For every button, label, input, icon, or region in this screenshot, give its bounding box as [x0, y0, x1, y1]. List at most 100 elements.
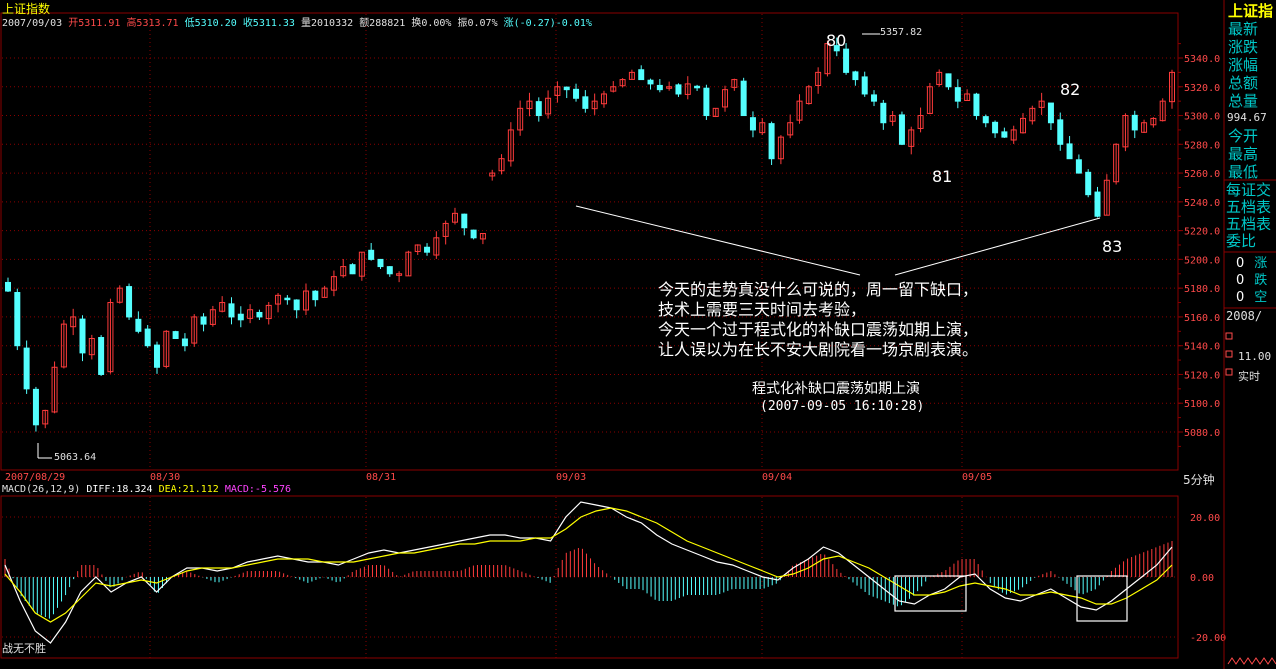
candle-body [414, 244, 421, 252]
time-tick-label: 09/04 [762, 472, 792, 483]
candle-body [1103, 179, 1110, 216]
candle-body [70, 316, 77, 328]
candle-body [228, 303, 235, 318]
header-open: 开5311.91 [68, 18, 121, 29]
candle-body [1150, 117, 1157, 126]
candle-body [386, 266, 393, 275]
candle-body [1038, 100, 1045, 108]
right-panel-label: 今开 [1228, 127, 1259, 145]
dea-line [4, 507, 1173, 623]
price-tick-label: 5340.0 [1184, 54, 1220, 65]
candle-body [247, 309, 254, 319]
macd-diff: DIFF:18.324 [86, 484, 153, 495]
candle-body [917, 115, 924, 129]
candle-body [349, 264, 356, 275]
header-turnover: 换0.00% [411, 18, 452, 29]
candle-body [675, 84, 682, 95]
candle-body [666, 86, 673, 89]
candle-body [479, 232, 486, 240]
candle-body [507, 129, 514, 162]
time-axis: 2007/08/29 08/30 08/31 09/03 09/04 09/05 [5, 472, 992, 483]
candle-body [126, 286, 133, 318]
price-tick-label: 5240.0 [1184, 198, 1220, 209]
candle-body [1075, 159, 1082, 174]
right-panel-label: 总额 [1228, 74, 1259, 92]
candle-body [759, 122, 766, 134]
candle-body [582, 96, 589, 109]
candle-body [787, 122, 794, 136]
candle-body [591, 100, 598, 110]
header-low: 低5310.20 [184, 18, 237, 29]
candle-body [638, 69, 645, 81]
candle-body [256, 311, 263, 318]
candle-body [517, 107, 524, 131]
candle-body [219, 302, 226, 312]
candle-body [805, 86, 812, 105]
right-panel-label: 涨跌 [1228, 38, 1259, 56]
candle-body [610, 86, 617, 92]
candle-body [470, 229, 477, 239]
candle-body [619, 79, 626, 87]
price-tick-label: 5320.0 [1184, 83, 1220, 94]
candles[interactable] [5, 37, 1175, 432]
candle-body [898, 114, 905, 145]
macd-highlight-box-2 [1076, 575, 1128, 622]
candle-body [442, 222, 449, 237]
price-tick-label: 5100.0 [1184, 399, 1220, 410]
right-panel-labels-a: 最新 涨跌 涨幅 总额 总量 [1228, 20, 1276, 110]
price-tick-label: 5160.0 [1184, 313, 1220, 324]
candle-body [88, 338, 95, 356]
candle-body [600, 93, 607, 105]
candle-body [405, 251, 412, 277]
candle-body [237, 313, 244, 321]
candle-body [172, 331, 179, 339]
wave-label-82: 82 [1060, 80, 1081, 99]
candle-body [433, 237, 440, 256]
period-label[interactable]: 5分钟 [1183, 473, 1215, 487]
candle-body [284, 297, 291, 301]
candle-body [815, 71, 822, 86]
candle-body [703, 87, 710, 117]
annotation-line-right [894, 217, 1101, 276]
right-panel-row-value: 0 [1236, 290, 1245, 305]
right-panel-label: 委比 [1226, 232, 1257, 250]
candle-body [1057, 119, 1064, 145]
candle-body [871, 94, 878, 102]
price-tick-label: 5260.0 [1184, 169, 1220, 180]
current-value-marker-2 [1225, 368, 1233, 376]
candle-body [731, 79, 738, 88]
macd-tick-label: 0.00 [1190, 573, 1214, 584]
candle-body [628, 71, 635, 80]
time-tick-label: 2007/08/29 [5, 472, 65, 483]
candle-body [98, 337, 105, 375]
candle-body [1020, 117, 1027, 134]
candle-body [936, 71, 943, 86]
right-panel-label: 总量 [1228, 92, 1259, 110]
right-panel-title: 上证指 [1228, 2, 1274, 20]
time-tick-label: 08/31 [366, 472, 396, 483]
candle-body [573, 88, 580, 99]
candle-body [656, 84, 663, 91]
comment-line: 今天一个过于程式化的补缺口震荡如期上演， [658, 320, 979, 339]
candle-body [144, 328, 151, 347]
candle-body [843, 48, 850, 73]
candle-body [777, 136, 784, 160]
right-panel-labels-b: 今开 最高 最低 [1228, 127, 1276, 181]
candle-body [23, 347, 30, 390]
right-panel-value: 994.67 [1227, 111, 1267, 124]
price-axis: 5340.0 5320.0 5300.0 5280.0 5260.0 5240.0 5220… [1184, 54, 1220, 439]
candle-body [861, 76, 868, 95]
right-panel-row-value: 0 [1236, 256, 1245, 271]
candle-body [992, 121, 999, 134]
candle-body [135, 318, 142, 332]
candle-body [312, 290, 319, 301]
candle-body [209, 309, 216, 325]
diff-line [4, 501, 1173, 644]
caption-time: (2007-09-05 16:10:28) [760, 399, 925, 414]
macd-highlight-box-1 [894, 575, 967, 612]
candle-body [722, 89, 729, 108]
price-tick-label: 5140.0 [1184, 342, 1220, 353]
candle-body [749, 117, 756, 131]
